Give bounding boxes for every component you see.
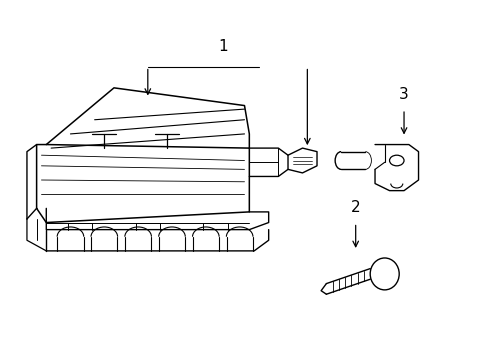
Text: 3: 3: [398, 87, 408, 102]
Text: 1: 1: [218, 39, 227, 54]
Text: 2: 2: [350, 201, 360, 215]
